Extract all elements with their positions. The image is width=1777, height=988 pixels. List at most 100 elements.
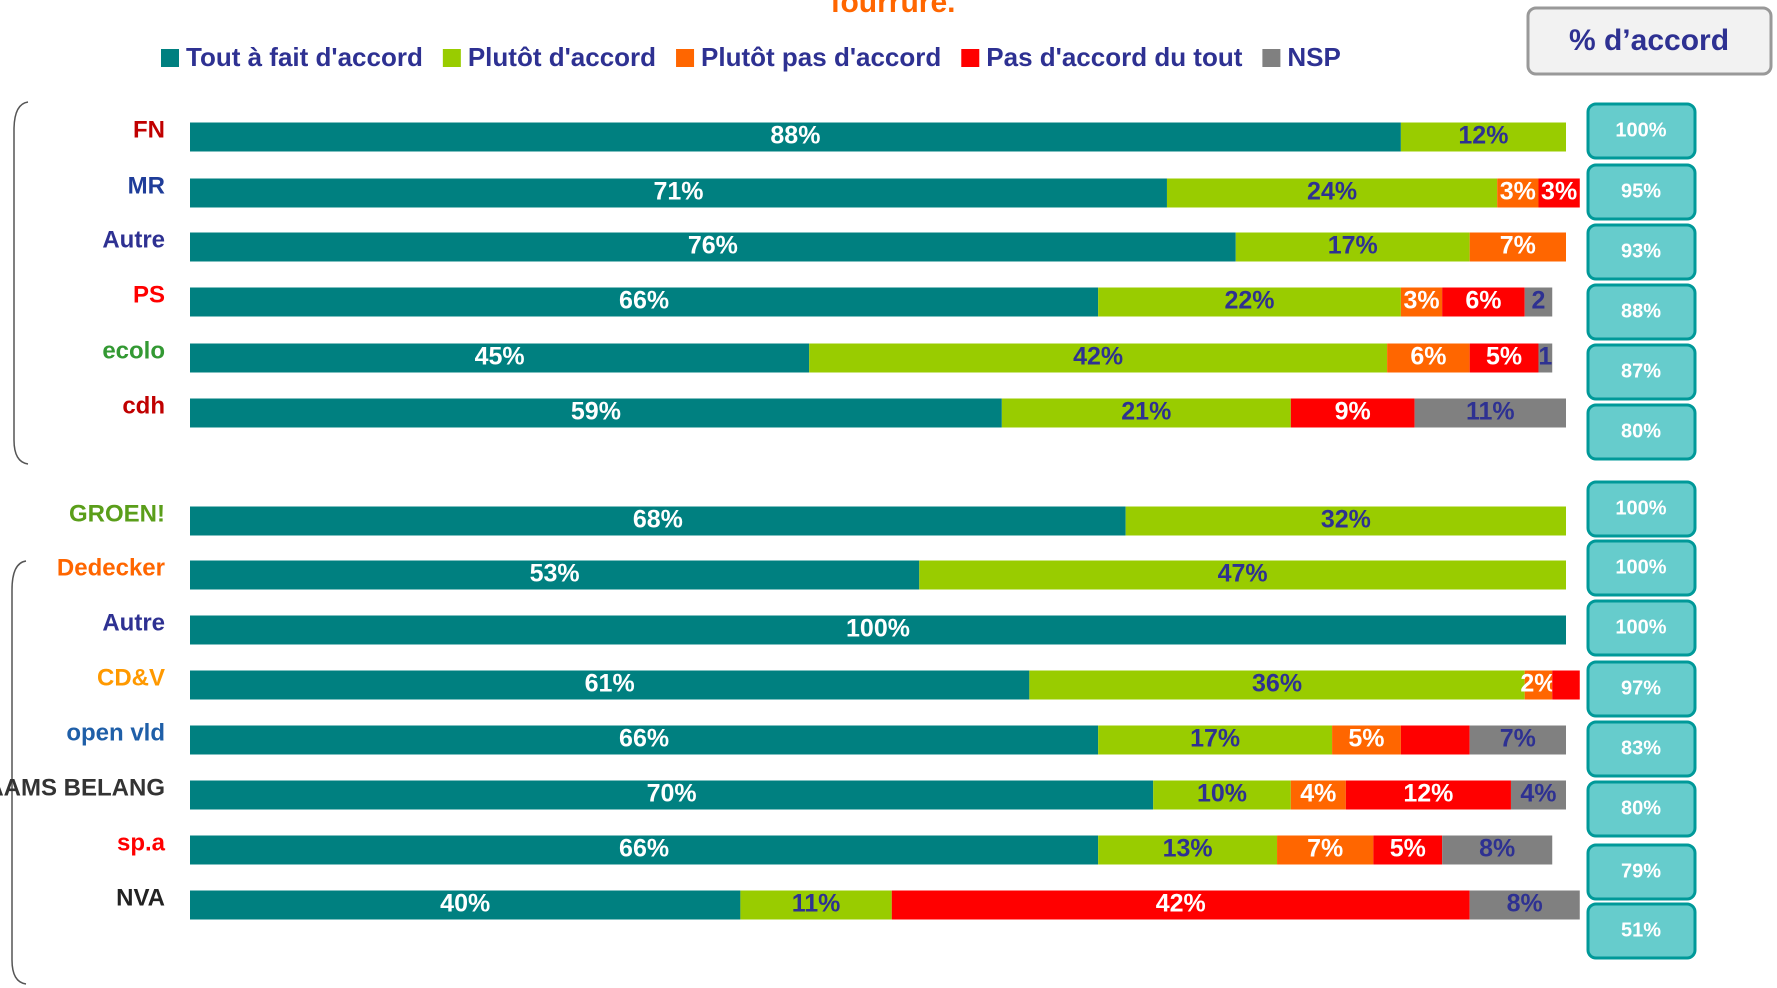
value-label: 71% — [653, 178, 703, 206]
value-label: 53% — [530, 560, 580, 588]
agreement-label: 87% — [1621, 360, 1661, 382]
bar-segment — [1098, 835, 1278, 865]
category-label: Dedecker — [57, 554, 165, 581]
agreement-label: 100% — [1615, 616, 1666, 638]
bracket — [11, 560, 27, 985]
category-label: ecolo — [102, 337, 165, 364]
legend-swatch — [676, 49, 695, 67]
bar-segment — [1290, 780, 1346, 810]
value-label: 12% — [1458, 122, 1508, 150]
value-label: 13% — [1163, 835, 1213, 863]
value-label: 42% — [1156, 890, 1206, 918]
value-label: 66% — [619, 835, 669, 863]
agreement-box: 80% — [1586, 403, 1697, 461]
bar-segment — [190, 780, 1154, 810]
legend-label: Pas d'accord du tout — [986, 42, 1242, 72]
agreement-label: 97% — [1621, 677, 1661, 699]
value-label: 8% — [1507, 890, 1543, 918]
value-label: 88% — [770, 122, 820, 150]
bar-segment — [1442, 287, 1525, 317]
bar-segment — [190, 178, 1167, 208]
bar-segment — [1469, 890, 1580, 920]
agreement-label: 51% — [1621, 919, 1661, 941]
agreement-label: 93% — [1621, 240, 1661, 262]
agreement-box-bg — [1586, 403, 1697, 461]
bar-segment — [919, 560, 1566, 590]
agreement-box-bg — [1586, 480, 1697, 538]
value-label: 8% — [1479, 835, 1515, 863]
value-label: 1 — [1538, 343, 1552, 371]
agreement-label: 83% — [1621, 737, 1661, 759]
legend-label: Plutôt d'accord — [468, 42, 656, 72]
bar-segment — [1235, 232, 1470, 262]
bar-segment — [1098, 725, 1333, 755]
category-label: PS — [133, 281, 165, 308]
legend-label: Plutôt pas d'accord — [701, 42, 941, 72]
agreement-title: % d’accord — [1569, 24, 1729, 57]
category-label: MR — [128, 172, 165, 199]
bar-segment — [190, 835, 1099, 865]
value-label: 66% — [619, 287, 669, 315]
bar-segment — [190, 287, 1099, 317]
agreement-box-bg — [1586, 102, 1697, 160]
bar-segment — [1469, 343, 1539, 373]
bracket — [13, 101, 29, 465]
agreement-box: 100% — [1586, 102, 1697, 160]
bar-segment — [1098, 287, 1401, 317]
agreement-box: 100% — [1586, 539, 1697, 597]
value-label: 47% — [1218, 560, 1268, 588]
value-label: 5% — [1348, 725, 1384, 753]
agreement-box: 51% — [1586, 902, 1697, 960]
agreement-box-bg — [1586, 720, 1697, 778]
value-label: 68% — [633, 506, 683, 534]
agreement-box: 95% — [1586, 163, 1697, 221]
bar-segment — [190, 560, 920, 590]
bar-segment — [1290, 398, 1415, 428]
category-label: cdh — [122, 392, 165, 419]
value-label: 36% — [1252, 670, 1302, 698]
agreement-label: 100% — [1615, 556, 1666, 578]
agreement-box: 100% — [1586, 599, 1697, 657]
value-label: 7% — [1307, 835, 1343, 863]
value-label: 3% — [1541, 178, 1577, 206]
value-label: 76% — [688, 232, 738, 260]
bar-segment — [1524, 670, 1553, 700]
value-label: 24% — [1307, 178, 1357, 206]
bar-segment — [1400, 287, 1443, 317]
bar-segment — [1469, 725, 1566, 755]
category-label: open vld — [66, 719, 165, 746]
agreement-box-bg — [1586, 283, 1697, 341]
agreement-box-bg — [1586, 343, 1697, 401]
agreement-box-bg — [1586, 843, 1697, 901]
value-label: 6% — [1465, 287, 1501, 315]
bar-segment — [190, 506, 1126, 536]
bar-segment — [1552, 670, 1580, 700]
bar-segment — [1510, 780, 1566, 810]
bar-segment — [1153, 780, 1291, 810]
legend-label: Tout à fait d'accord — [186, 42, 423, 72]
legend-swatch — [1262, 49, 1281, 67]
agreement-box-bg — [1586, 539, 1697, 597]
value-label: 6% — [1410, 343, 1446, 371]
value-label: 2% — [1520, 670, 1556, 698]
value-label: 4% — [1520, 780, 1556, 808]
agreement-box: 87% — [1586, 343, 1697, 401]
value-label: 17% — [1190, 725, 1240, 753]
bar-segment — [190, 343, 810, 373]
agreement-box: 79% — [1586, 843, 1697, 901]
value-label: 22% — [1224, 287, 1274, 315]
legend-swatch — [442, 49, 461, 67]
bar-segment — [1414, 398, 1566, 428]
bar-segment — [1277, 835, 1374, 865]
value-label: 11% — [792, 890, 841, 918]
value-label: 21% — [1121, 398, 1171, 426]
agreement-box: 93% — [1586, 223, 1697, 281]
bar-segment — [1001, 398, 1291, 428]
value-label: 11% — [1466, 398, 1515, 426]
agreement-box: 83% — [1586, 720, 1697, 778]
agreement-box: 80% — [1586, 780, 1697, 838]
value-label: 3% — [1500, 178, 1536, 206]
bar-segment — [1442, 835, 1553, 865]
category-label: sp.a — [117, 829, 166, 856]
